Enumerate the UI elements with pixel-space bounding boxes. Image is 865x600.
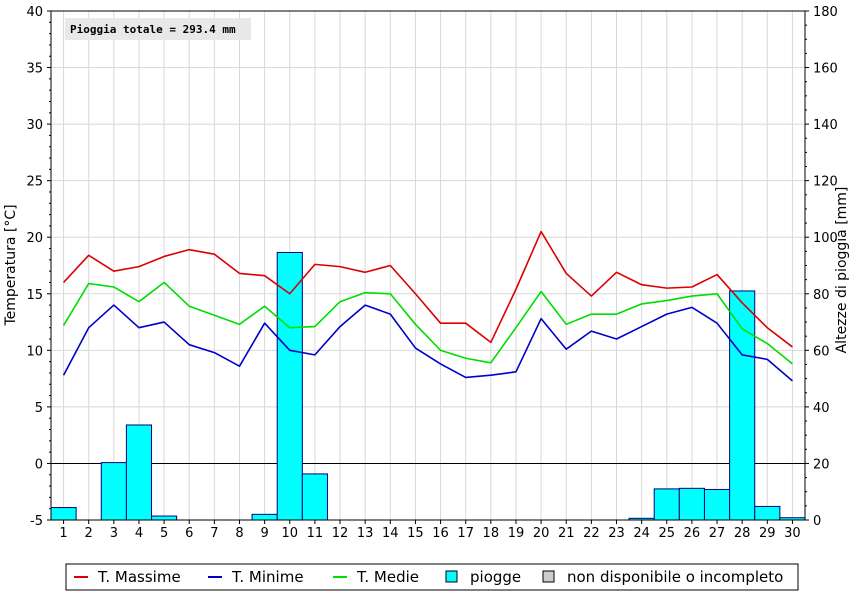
y-tick-label-right: 80 — [813, 288, 830, 303]
x-axis: 1 2 3 4 5 6 7 8 9 10 11 12 13 14 15 16 17 18 19 20 21 22 23 24 2… — [59, 520, 801, 541]
rain-bar — [100, 462, 127, 521]
x-tick-label: 10 — [281, 526, 298, 541]
y-tick-label-left: 10 — [26, 344, 43, 359]
x-tick-label: 26 — [684, 526, 701, 541]
x-tick-label: 5 — [160, 526, 168, 541]
legend-label: piogge — [470, 568, 521, 586]
rain-bar — [754, 505, 781, 521]
y-tick-label-right: 160 — [813, 62, 838, 77]
x-tick-label: 19 — [508, 526, 525, 541]
rain-bar — [151, 515, 178, 521]
x-tick-label: 9 — [260, 526, 268, 541]
y-tick-label-left: 15 — [26, 288, 43, 303]
annotation-box — [65, 18, 251, 40]
rain-bar — [653, 488, 680, 521]
legend: T. Massime T. Minime T. Medie piogge non dis… — [65, 563, 799, 591]
y-tick-label-left: 40 — [26, 5, 43, 20]
rain-bar — [703, 488, 731, 521]
y-tick-label-left: 0 — [35, 457, 43, 472]
rain-bar — [125, 424, 153, 521]
x-tick-label: 4 — [135, 526, 143, 541]
y-axis-right-label: Altezze di pioggia [mm] — [834, 187, 850, 354]
x-tick-label: 28 — [734, 526, 751, 541]
x-tick-label: 23 — [608, 526, 625, 541]
x-tick-label: 6 — [185, 526, 193, 541]
legend-label: T. Massime — [97, 568, 181, 586]
temperature-lines — [62, 230, 793, 382]
y-tick-label-right: 180 — [813, 5, 838, 20]
plot-area — [51, 11, 805, 520]
y-tick-label-right: 20 — [813, 457, 830, 472]
y-tick-label-right: 140 — [813, 118, 838, 133]
legend-label: T. Medie — [356, 568, 419, 586]
y-tick-label-right: 60 — [813, 344, 830, 359]
x-tick-label: 14 — [382, 526, 399, 541]
y-tick-label-left: -5 — [30, 514, 43, 529]
x-tick-label: 1 — [59, 526, 67, 541]
y-tick-label-left: 25 — [26, 175, 43, 190]
x-tick-label: 18 — [483, 526, 500, 541]
x-tick-label: 24 — [633, 526, 650, 541]
x-tick-label: 12 — [332, 526, 349, 541]
y-tick-label-right: 0 — [813, 514, 821, 529]
x-tick-label: 2 — [85, 526, 93, 541]
y-tick-label-left: 35 — [26, 62, 43, 77]
y-tick-label-right: 100 — [813, 231, 838, 246]
y-tick-label-left: 30 — [26, 118, 43, 133]
x-tick-label: 15 — [407, 526, 424, 541]
annotation-text: Pioggia totale = 293.4 mm — [70, 23, 236, 36]
x-tick-label: 11 — [307, 526, 324, 541]
y-tick-label-left: 20 — [26, 231, 43, 246]
x-tick-label: 13 — [357, 526, 374, 541]
x-tick-label: 30 — [784, 526, 801, 541]
legend-swatch-box — [445, 570, 458, 583]
rain-bar — [729, 290, 756, 521]
x-tick-label: 3 — [110, 526, 118, 541]
x-tick-label: 27 — [709, 526, 726, 541]
x-tick-label: 21 — [558, 526, 575, 541]
x-tick-label: 20 — [533, 526, 550, 541]
x-tick-label: 7 — [210, 526, 218, 541]
x-tick-label: 17 — [457, 526, 474, 541]
legend-label: T. Minime — [231, 568, 304, 586]
series-line-t-medie — [62, 281, 793, 365]
rain-bar — [50, 507, 77, 521]
y-axis-left-label: Temperatura [°C] — [3, 204, 19, 326]
left-axis: -5 0 5 10 15 20 25 30 35 40 — [26, 5, 51, 529]
x-tick-label: 29 — [759, 526, 776, 541]
rain-bar — [251, 513, 278, 521]
x-tick-label: 25 — [658, 526, 675, 541]
y-tick-label-right: 120 — [813, 175, 838, 190]
legend-swatch-box — [542, 570, 555, 583]
series-line-t-massime — [62, 230, 793, 348]
x-tick-label: 8 — [235, 526, 243, 541]
right-axis: 0 20 40 60 80 100 120 140 160 180 — [805, 5, 838, 529]
y-tick-label-left: 5 — [35, 401, 43, 416]
legend-frame — [65, 563, 799, 591]
x-tick-label: 22 — [583, 526, 600, 541]
rain-bar — [301, 473, 328, 521]
legend-label: non disponibile o incompleto — [567, 568, 783, 586]
series-line-t-minime — [62, 304, 793, 382]
rain-bar — [678, 487, 705, 521]
rain-bar — [276, 251, 303, 521]
x-tick-label: 16 — [432, 526, 449, 541]
y-tick-label-right: 40 — [813, 401, 830, 416]
